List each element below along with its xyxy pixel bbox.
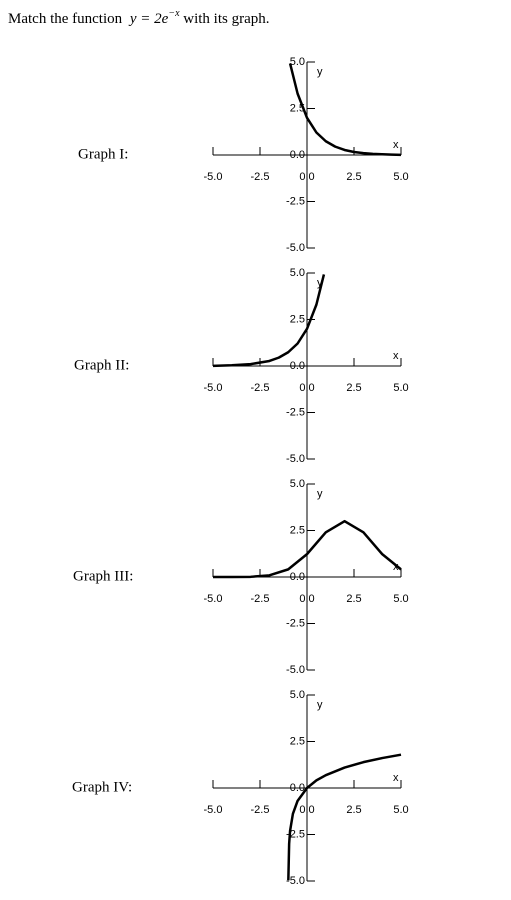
x-tick-label: -2.5 — [251, 171, 270, 183]
y-tick-label: -2.5 — [286, 617, 305, 629]
x-tick-label: -2.5 — [251, 804, 270, 816]
graph-label: Graph I: — [78, 146, 128, 162]
y-tick-label: -2.5 — [286, 406, 305, 418]
curve — [213, 519, 402, 579]
curve — [212, 274, 326, 368]
x-tick-label: 2.5 — [346, 804, 361, 816]
formula: y = 2e — [128, 11, 169, 27]
x-tick-label: 0.0 — [299, 804, 314, 816]
question-text: with its graph. — [180, 11, 270, 27]
y-tick-label: 2.5 — [290, 524, 305, 536]
graph-label: Graph III: — [73, 568, 133, 584]
y-tick-label: -5.0 — [286, 875, 305, 887]
x-tick-label: 5.0 — [393, 382, 408, 394]
curve — [288, 63, 402, 157]
x-tick-label: -5.0 — [204, 382, 223, 394]
y-tick-label: 0.0 — [290, 149, 305, 161]
x-axis-label: x — [393, 772, 399, 784]
x-tick-label: 2.5 — [346, 382, 361, 394]
question-text: Match the function — [8, 11, 126, 27]
x-tick-label: 0.0 — [299, 171, 314, 183]
curve — [287, 753, 402, 881]
x-tick-label: -5.0 — [204, 804, 223, 816]
x-axis-label: x — [393, 350, 399, 362]
y-tick-label: -2.5 — [286, 195, 305, 207]
graph-label: Graph IV: — [72, 779, 132, 795]
x-tick-label: 0.0 — [299, 593, 314, 605]
y-axis-label: y — [317, 66, 323, 78]
y-tick-label: 5.0 — [290, 478, 305, 490]
y-tick-label: 0.0 — [290, 360, 305, 372]
x-tick-label: -5.0 — [204, 593, 223, 605]
y-tick-label: 0.0 — [290, 571, 305, 583]
x-tick-label: 5.0 — [393, 593, 408, 605]
question: Match the function y = 2e−x with its gra… — [8, 8, 270, 27]
y-tick-label: 5.0 — [290, 56, 305, 68]
y-axis-label: y — [317, 488, 323, 500]
y-tick-label: -5.0 — [286, 664, 305, 676]
x-tick-label: 2.5 — [346, 593, 361, 605]
y-tick-label: -5.0 — [286, 242, 305, 254]
exponent: −x — [168, 8, 180, 19]
y-axis-label: y — [317, 277, 323, 289]
x-tick-label: 5.0 — [393, 171, 408, 183]
x-tick-label: 5.0 — [393, 804, 408, 816]
y-tick-label: 2.5 — [290, 735, 305, 747]
x-tick-label: 2.5 — [346, 171, 361, 183]
y-tick-label: 5.0 — [290, 267, 305, 279]
x-tick-label: -5.0 — [204, 171, 223, 183]
x-tick-label: -2.5 — [251, 593, 270, 605]
y-tick-label: -5.0 — [286, 453, 305, 465]
graph-label: Graph II: — [74, 357, 129, 373]
y-tick-label: 0.0 — [290, 782, 305, 794]
x-tick-label: -2.5 — [251, 382, 270, 394]
x-tick-label: 0.0 — [299, 382, 314, 394]
y-tick-label: 2.5 — [290, 313, 305, 325]
y-axis-label: y — [317, 699, 323, 711]
x-axis-label: x — [393, 139, 399, 151]
y-tick-label: 5.0 — [290, 689, 305, 701]
